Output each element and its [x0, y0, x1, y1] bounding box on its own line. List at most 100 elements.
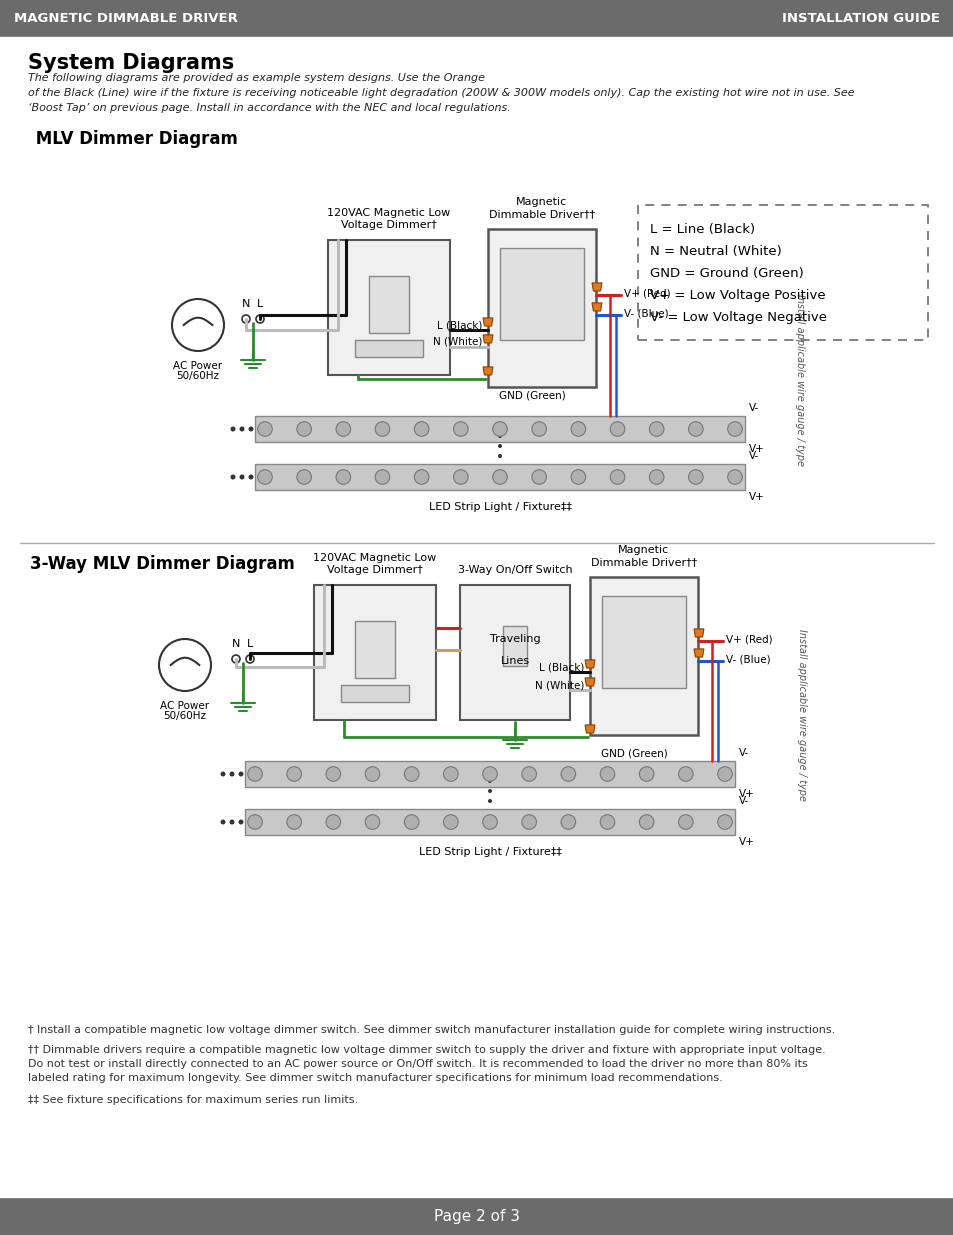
- Text: GND (Green): GND (Green): [600, 748, 667, 760]
- Text: † Install a compatible magnetic low voltage dimmer switch. See dimmer switch man: † Install a compatible magnetic low volt…: [28, 1025, 835, 1035]
- Text: L: L: [247, 638, 253, 650]
- Text: Dimmable Driver††: Dimmable Driver††: [590, 557, 697, 567]
- Circle shape: [727, 469, 741, 484]
- Text: V-: V-: [748, 451, 759, 461]
- Circle shape: [521, 767, 536, 782]
- Text: 3-Way On/Off Switch: 3-Way On/Off Switch: [457, 564, 572, 576]
- Bar: [328, 240, 450, 375]
- Text: V+: V+: [739, 837, 754, 847]
- Circle shape: [230, 820, 234, 825]
- Text: V-: V-: [739, 797, 748, 806]
- Circle shape: [257, 469, 272, 484]
- Text: V-: V-: [748, 403, 759, 412]
- Circle shape: [404, 815, 418, 829]
- Text: V+ (Red): V+ (Red): [725, 634, 772, 643]
- Text: MLV Dimmer Diagram: MLV Dimmer Diagram: [30, 130, 237, 148]
- Circle shape: [482, 815, 497, 829]
- Circle shape: [231, 474, 235, 479]
- Polygon shape: [584, 678, 595, 685]
- Bar: [341, 685, 408, 703]
- Text: V- (Blue): V- (Blue): [725, 655, 770, 664]
- Polygon shape: [482, 335, 493, 343]
- Text: ‘Boost Tap’ on previous page. Install in accordance with the NEC and local regul: ‘Boost Tap’ on previous page. Install in…: [28, 103, 510, 112]
- Bar: [0, 1199, 953, 1235]
- Circle shape: [599, 767, 614, 782]
- Circle shape: [326, 767, 340, 782]
- Circle shape: [257, 421, 272, 436]
- Circle shape: [453, 469, 468, 484]
- Circle shape: [492, 421, 507, 436]
- Circle shape: [688, 421, 702, 436]
- Polygon shape: [694, 629, 703, 637]
- Bar: [0, 0, 953, 36]
- Bar: [499, 248, 583, 340]
- Text: Voltage Dimmer†: Voltage Dimmer†: [341, 220, 436, 230]
- Bar: [254, 464, 744, 490]
- Text: V-: V-: [739, 748, 748, 758]
- Text: 120VAC Magnetic Low: 120VAC Magnetic Low: [313, 553, 436, 563]
- Circle shape: [248, 767, 262, 782]
- Circle shape: [239, 474, 244, 479]
- Text: 3-Way MLV Dimmer Diagram: 3-Way MLV Dimmer Diagram: [30, 555, 294, 573]
- Circle shape: [497, 454, 501, 458]
- Bar: [355, 340, 422, 357]
- Circle shape: [365, 815, 379, 829]
- Text: V+ (Red): V+ (Red): [623, 288, 670, 298]
- Circle shape: [560, 767, 575, 782]
- Circle shape: [497, 433, 501, 438]
- Text: L (Black): L (Black): [538, 662, 583, 672]
- Circle shape: [571, 469, 585, 484]
- Circle shape: [296, 421, 311, 436]
- Circle shape: [230, 772, 234, 777]
- Text: †† Dimmable drivers require a compatible magnetic low voltage dimmer switch to s: †† Dimmable drivers require a compatible…: [28, 1045, 825, 1055]
- Text: V+ = Low Voltage Positive: V+ = Low Voltage Positive: [649, 289, 824, 303]
- Polygon shape: [584, 725, 595, 734]
- Bar: [638, 205, 927, 340]
- Circle shape: [287, 815, 301, 829]
- Polygon shape: [694, 648, 703, 657]
- Circle shape: [296, 469, 311, 484]
- Text: 50/60Hz: 50/60Hz: [163, 711, 206, 721]
- Text: ‡‡ See fixture specifications for maximum series run limits.: ‡‡ See fixture specifications for maximu…: [28, 1095, 357, 1105]
- Circle shape: [639, 767, 653, 782]
- Text: LED Strip Light / Fixture‡‡: LED Strip Light / Fixture‡‡: [418, 847, 561, 857]
- Circle shape: [159, 638, 211, 692]
- Circle shape: [599, 815, 614, 829]
- Circle shape: [287, 767, 301, 782]
- Bar: [488, 228, 596, 387]
- Bar: [245, 761, 734, 787]
- Text: V+: V+: [739, 789, 754, 799]
- Text: N: N: [241, 299, 250, 309]
- Circle shape: [375, 469, 390, 484]
- Bar: [589, 577, 698, 735]
- Text: INSTALLATION GUIDE: INSTALLATION GUIDE: [781, 11, 939, 25]
- Bar: [254, 416, 744, 442]
- Circle shape: [678, 815, 693, 829]
- Circle shape: [560, 815, 575, 829]
- Text: AC Power: AC Power: [160, 701, 210, 711]
- Text: N (White): N (White): [432, 337, 481, 347]
- Circle shape: [365, 767, 379, 782]
- Text: Magnetic: Magnetic: [618, 545, 669, 555]
- Circle shape: [610, 469, 624, 484]
- Circle shape: [488, 779, 492, 783]
- Polygon shape: [482, 317, 493, 326]
- Circle shape: [232, 655, 240, 663]
- Circle shape: [482, 767, 497, 782]
- Text: L: L: [256, 299, 263, 309]
- Text: N = Neutral (White): N = Neutral (White): [649, 245, 781, 258]
- Polygon shape: [592, 283, 601, 291]
- Text: L = Line (Black): L = Line (Black): [649, 224, 755, 236]
- Circle shape: [521, 815, 536, 829]
- Text: Lines: Lines: [500, 656, 529, 666]
- Circle shape: [255, 315, 264, 324]
- Circle shape: [414, 421, 429, 436]
- Circle shape: [488, 799, 492, 803]
- Text: LED Strip Light / Fixture‡‡: LED Strip Light / Fixture‡‡: [428, 501, 571, 513]
- Circle shape: [404, 767, 418, 782]
- Text: L (Black): L (Black): [436, 320, 481, 330]
- Circle shape: [248, 426, 253, 431]
- Circle shape: [727, 421, 741, 436]
- Circle shape: [242, 315, 250, 324]
- Circle shape: [571, 421, 585, 436]
